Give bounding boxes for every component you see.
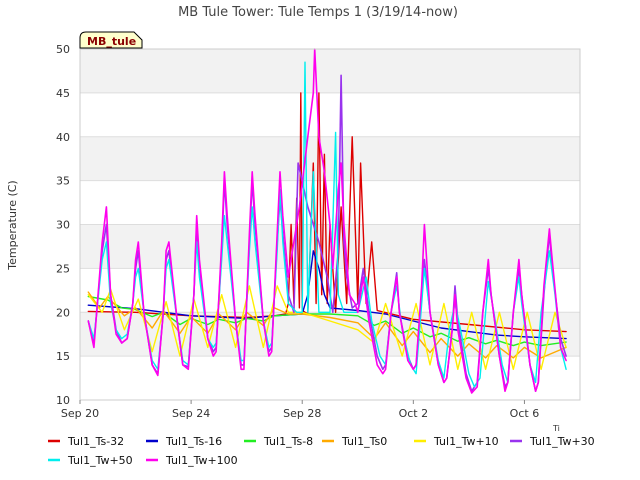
series-line-Tul1_Tw+100 (87, 48, 567, 394)
y-axis-label: Temperature (C) (6, 180, 19, 270)
legend-item-Tul1_Tw+100: Tul1_Tw+100 (146, 454, 238, 467)
legend-item-Tul1_Tw+30: Tul1_Tw+30 (510, 435, 595, 448)
x-tick-label: Sep 28 (283, 407, 321, 420)
legend-label: Tul1_Tw+30 (529, 435, 595, 448)
x-tick-label: Oct 6 (510, 407, 540, 420)
x-axis-ticks: Sep 20 Sep 24 Sep 28 Oct 2 Oct 6 (61, 400, 539, 420)
series-line-Tul1_Tw+10 (87, 285, 567, 370)
series-line-Tul1_Ts-32 (87, 92, 567, 333)
y-tick-label: 30 (56, 219, 70, 232)
y-tick-label: 25 (56, 262, 70, 275)
legend-label: Tul1_Tw+50 (67, 454, 133, 467)
station-badge: MB_tule (79, 31, 143, 49)
background-band-3 (80, 49, 580, 93)
y-tick-label: 40 (56, 131, 70, 144)
legend-item-Tul1_Ts-16: Tul1_Ts-16 (146, 435, 222, 448)
y-tick-label: 45 (56, 87, 70, 100)
legend-label: Tul1_Tw+10 (433, 435, 499, 448)
legend-label: Tul1_Ts-32 (67, 435, 124, 448)
legend: Tul1_Ts-32 Tul1_Ts-16 Tul1_Ts-8 Tul1_Ts0 Tul… (48, 435, 595, 467)
station-badge-box (79, 31, 143, 49)
legend-item-Tul1_Ts-32: Tul1_Ts-32 (48, 435, 124, 448)
y-tick-label: 20 (56, 306, 70, 319)
corner-mark: Ti (552, 424, 560, 433)
legend-label: Tul1_Ts-8 (263, 435, 313, 448)
station-badge-label: MB_tule (87, 35, 136, 48)
y-tick-label: 35 (56, 175, 70, 188)
series-lines (87, 48, 567, 394)
y-axis-ticks: 10 15 20 25 30 35 40 45 50 (56, 43, 70, 407)
legend-label: Tul1_Tw+100 (165, 454, 238, 467)
x-tick-label: Oct 2 (399, 407, 429, 420)
plot-background-bands (80, 49, 580, 357)
y-tick-label: 50 (56, 43, 70, 56)
legend-item-Tul1_Tw+10: Tul1_Tw+10 (414, 435, 499, 448)
legend-item-Tul1_Ts0: Tul1_Ts0 (322, 435, 387, 448)
background-band-2 (80, 136, 580, 181)
x-tick-label: Sep 24 (172, 407, 210, 420)
legend-label: Tul1_Ts-16 (165, 435, 222, 448)
legend-item-Tul1_Tw+50: Tul1_Tw+50 (48, 454, 133, 467)
chart-title: MB Tule Tower: Tule Temps 1 (3/19/14-now… (178, 5, 458, 20)
x-tick-label: Sep 20 (61, 407, 99, 420)
plot-frame (79, 48, 581, 401)
y-tick-label: 15 (56, 350, 70, 363)
legend-label: Tul1_Ts0 (341, 435, 387, 448)
y-tick-label: 10 (56, 394, 70, 407)
legend-item-Tul1_Ts-8: Tul1_Ts-8 (244, 435, 313, 448)
